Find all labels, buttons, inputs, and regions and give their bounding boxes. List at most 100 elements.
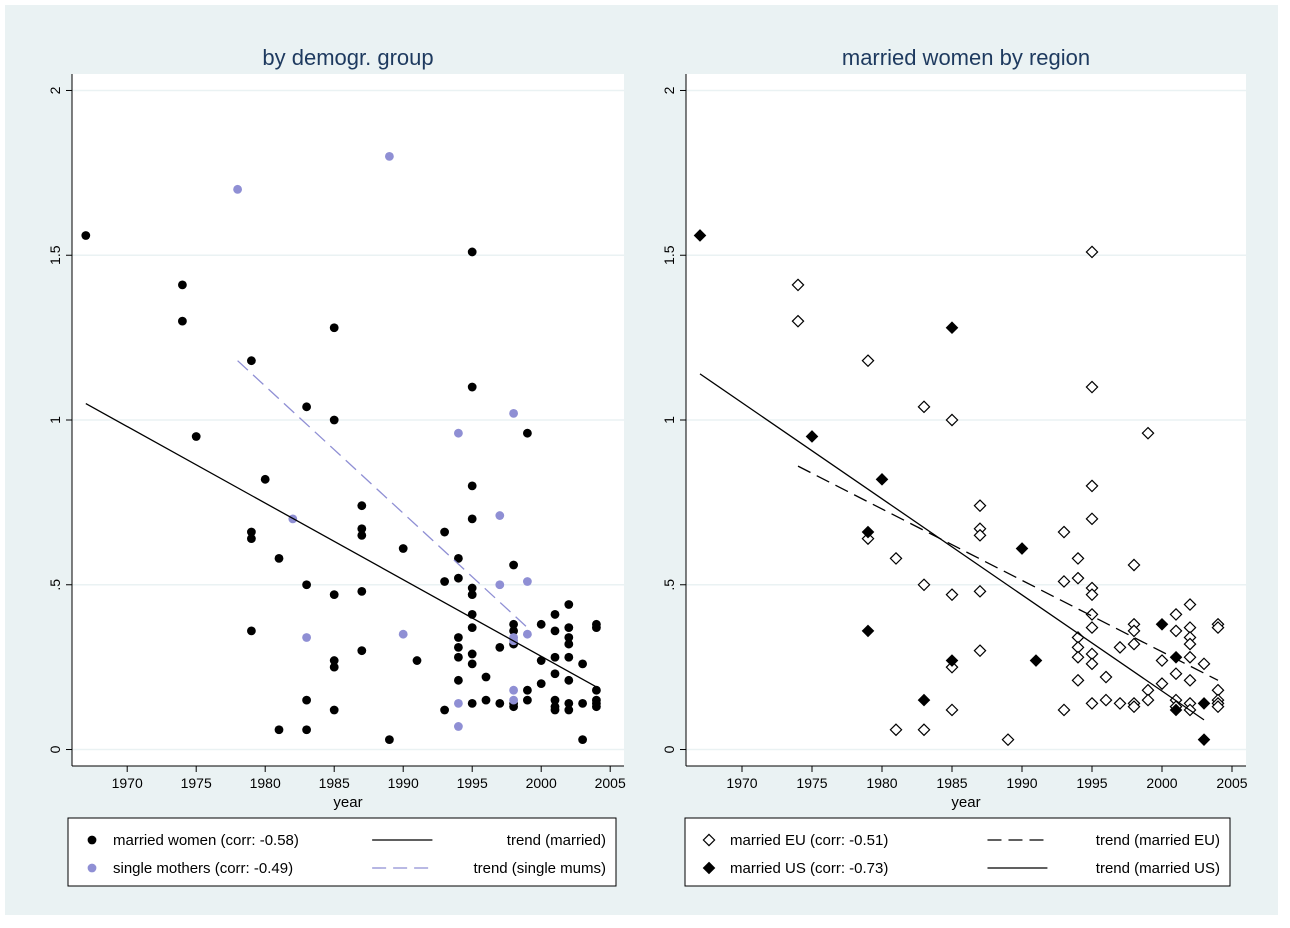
data-point [945, 654, 959, 667]
data-point [509, 695, 518, 705]
data-point [178, 316, 187, 326]
data-point [398, 544, 408, 553]
data-point [1057, 703, 1071, 717]
data-point [1141, 426, 1155, 440]
x-tick-label: 2000 [526, 775, 557, 791]
series-1 [791, 245, 1225, 747]
legend-label: married EU (corr: -0.51) [730, 832, 888, 849]
data-point [564, 623, 574, 632]
x-tick-label: 1990 [388, 775, 419, 791]
chart-panel-1: by demogr. group 0 .5 1 1.5 2 1970 1975 1980 1985… [47, 45, 626, 811]
data-point [1211, 621, 1225, 635]
data-point [973, 528, 987, 542]
data-point [357, 586, 367, 596]
data-point [889, 723, 903, 737]
legend-box [67, 817, 617, 887]
data-point [481, 695, 491, 705]
data-point [385, 151, 394, 161]
data-point [1113, 640, 1127, 654]
data-point [247, 356, 256, 366]
data-point [1085, 380, 1099, 394]
data-point [973, 644, 987, 658]
data-point [1071, 551, 1085, 565]
data-point [1155, 617, 1169, 631]
x-axis-title: year [951, 794, 980, 811]
data-point [509, 409, 518, 418]
data-point [454, 642, 463, 652]
data-point [509, 685, 518, 695]
data-point [329, 415, 339, 425]
data-point [467, 382, 477, 392]
data-point [247, 534, 256, 544]
data-point [1085, 512, 1099, 526]
x-tick-label: 1990 [1006, 775, 1037, 791]
data-point [945, 703, 959, 717]
data-point [1113, 696, 1127, 710]
data-point [440, 577, 449, 586]
data-point [861, 354, 875, 368]
x-tick-label: 1975 [796, 775, 827, 791]
data-point [578, 735, 587, 745]
data-point [467, 590, 477, 600]
data-point [805, 430, 819, 443]
y-tick-label: 0 [661, 745, 677, 753]
data-point [1085, 479, 1099, 493]
data-point [1085, 696, 1099, 710]
data-point [467, 583, 477, 593]
legend-marker [702, 833, 716, 847]
legend-label: trend (married EU) [1096, 832, 1220, 849]
data-point [973, 584, 987, 598]
data-point [1197, 697, 1211, 710]
chart-title: by demogr. group [262, 45, 433, 70]
data-point [550, 626, 560, 636]
data-point [564, 698, 574, 708]
data-point [578, 659, 587, 669]
y-tick-label: .5 [661, 579, 677, 591]
data-point [1029, 654, 1043, 667]
data-point [791, 278, 805, 292]
data-point [564, 633, 574, 642]
data-point [523, 629, 532, 639]
data-point [454, 573, 463, 583]
data-point [495, 642, 505, 652]
data-point [523, 695, 532, 705]
data-point [861, 532, 875, 546]
data-point [973, 499, 987, 513]
data-point [550, 610, 560, 619]
data-point [509, 626, 518, 636]
data-point [1001, 733, 1015, 747]
x-tick-label: 1980 [250, 775, 281, 791]
data-point [1071, 673, 1085, 687]
data-point [329, 656, 339, 665]
data-point [536, 656, 546, 665]
data-point [1197, 657, 1211, 671]
data-point [1211, 700, 1225, 714]
data-point [1183, 598, 1197, 611]
data-point [693, 229, 707, 242]
data-point [454, 633, 463, 642]
legend-label: trend (married US) [1096, 860, 1220, 877]
data-point [302, 402, 311, 412]
trend-line [237, 360, 528, 629]
data-point [592, 702, 601, 712]
x-tick-label: 1980 [866, 775, 897, 791]
data-point [861, 525, 875, 539]
data-point [592, 685, 601, 695]
data-point [481, 672, 491, 682]
data-point [454, 554, 463, 563]
data-point [357, 501, 367, 511]
data-point [454, 722, 463, 731]
data-point [550, 669, 560, 679]
data-point [861, 624, 875, 638]
legend-label: trend (married) [507, 832, 606, 849]
y-tick-label: 2 [47, 86, 63, 94]
data-point [875, 473, 889, 486]
data-point [1057, 525, 1071, 539]
y-tick-label: 2 [661, 86, 677, 94]
data-point [564, 675, 574, 685]
x-tick-label: 2005 [595, 775, 626, 791]
data-point [233, 184, 243, 194]
y-tick-label: 1.5 [661, 245, 677, 265]
data-point [467, 698, 477, 708]
data-point [1127, 558, 1141, 572]
